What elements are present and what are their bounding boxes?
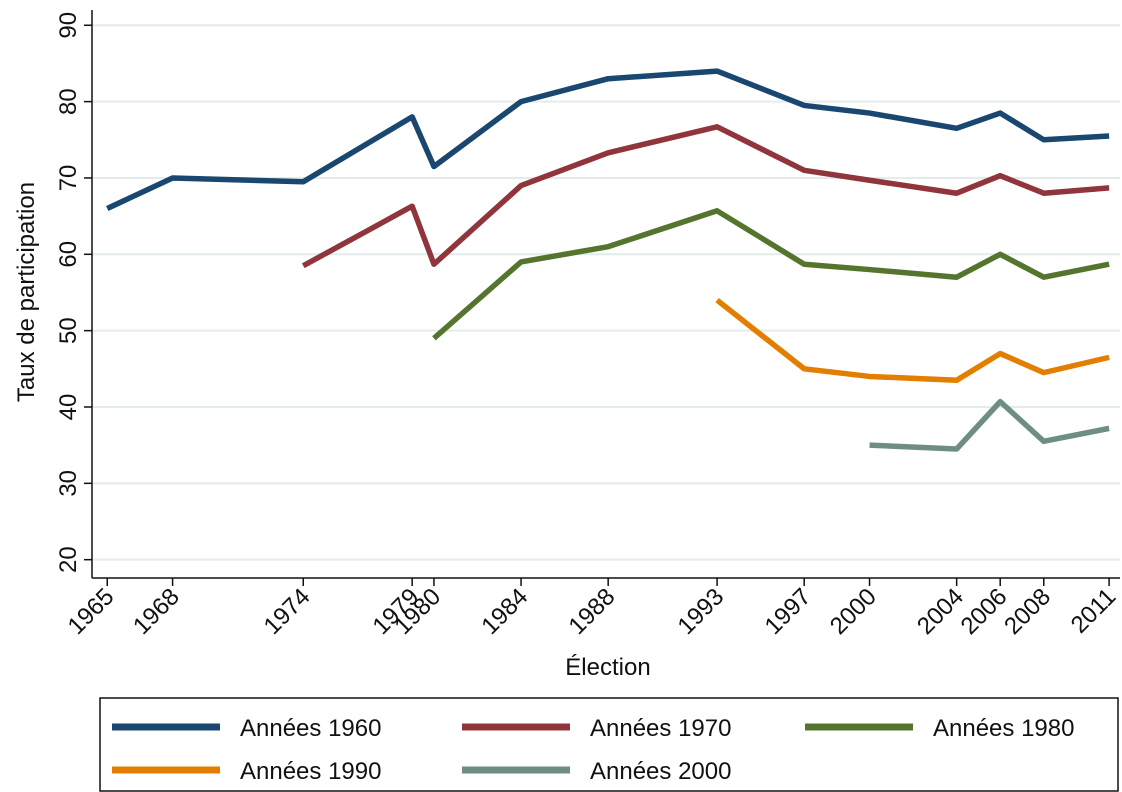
x-axis-label: Élection [565,654,650,681]
legend-label: Années 1960 [240,715,381,742]
legend-box [99,697,1119,792]
y-tick-label: 20 [55,546,82,573]
legend-label: Années 1980 [933,715,1074,742]
series-line [432,208,1110,341]
series-line [301,124,1110,269]
y-tick-label: 70 [55,165,82,192]
y-tick-label: 40 [55,394,82,421]
series-line [715,297,1110,384]
y-tick-label: 90 [55,12,82,39]
y-tick-label: 80 [55,88,82,115]
y-tick-label: 60 [55,241,82,268]
y-tick-label: 50 [55,317,82,344]
series-line [106,68,1110,211]
y-tick-label: 30 [55,470,82,497]
legend-label: Années 2000 [590,758,731,785]
legend-label: Années 1970 [590,715,731,742]
legend-label: Années 1990 [240,758,381,785]
series-line [869,398,1110,452]
y-axis-label: Taux de participation [13,182,40,402]
